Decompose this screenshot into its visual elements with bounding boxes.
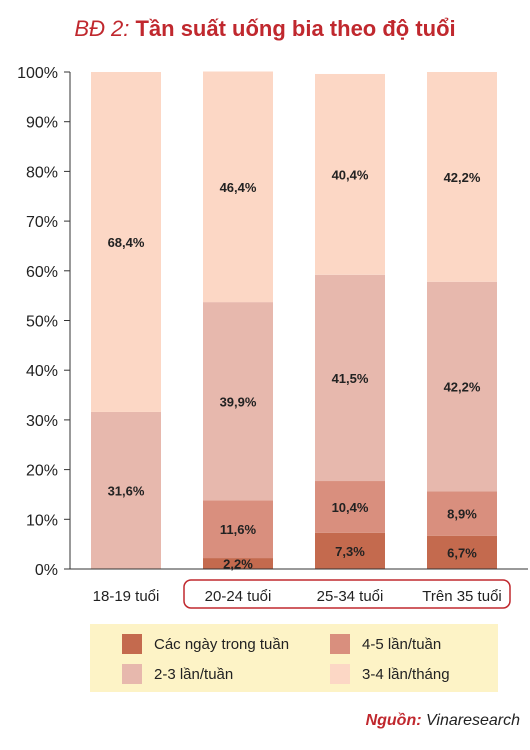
x-tick-label: 18-19 tuổi <box>93 588 160 605</box>
bar-segment <box>91 72 161 412</box>
data-label: 6,7% <box>447 545 477 560</box>
legend-item-2-3-per-week: 2-3 lần/tuần <box>122 664 233 684</box>
bar-segment <box>427 72 497 282</box>
chart-title: BĐ 2: Tần suất uống bia theo độ tuổi <box>0 16 530 42</box>
highlight-frame <box>183 579 511 609</box>
legend-item-4-5-per-week: 4-5 lần/tuần <box>330 634 441 654</box>
bar-segment <box>427 491 497 536</box>
data-label: 8,9% <box>447 507 477 522</box>
legend-swatch <box>330 634 350 654</box>
legend-label: 3-4 lần/tháng <box>362 665 450 683</box>
y-tick-label: 100% <box>17 65 58 82</box>
y-tick-label: 10% <box>26 512 58 529</box>
x-tick-label: 20-24 tuổi <box>205 588 272 605</box>
legend-label: Các ngày trong tuần <box>154 635 290 653</box>
data-label: 31,6% <box>108 483 145 498</box>
data-label: 42,2% <box>444 380 481 395</box>
stacked-bar-chart: 0% 10% 20% 30% 40% 50% 60% 70% 80% 90% 100% 31,6% 68… <box>17 65 528 609</box>
data-label: 42,2% <box>444 170 481 185</box>
chart-legend: Các ngày trong tuần 4-5 lần/tuần 2-3 lần… <box>90 624 498 692</box>
legend-swatch <box>122 634 142 654</box>
bar-segment <box>91 411 161 569</box>
y-tick-label: 40% <box>26 363 58 380</box>
data-label: 40,4% <box>332 167 369 182</box>
bar-segment <box>315 481 385 533</box>
bar-segment <box>203 71 273 303</box>
data-label: 2,2% <box>223 557 253 572</box>
chart-title-main: Tần suất uống bia theo độ tuổi <box>135 16 456 41</box>
data-label: 11,6% <box>220 522 257 537</box>
data-label: 68,4% <box>108 235 145 250</box>
legend-swatch <box>122 664 142 684</box>
bar-segment <box>203 500 273 559</box>
bar-segment <box>315 274 385 482</box>
bar-segment <box>315 532 385 569</box>
bar-segment <box>203 302 273 501</box>
y-tick-label: 50% <box>26 314 58 331</box>
data-label: 7,3% <box>335 544 365 559</box>
source-label: Nguồn: <box>365 712 422 729</box>
x-tick-label: 25-34 tuổi <box>317 588 384 605</box>
y-tick-label: 80% <box>26 164 58 181</box>
y-tick-label: 0% <box>35 562 58 579</box>
chart-title-prefix: BĐ 2: <box>74 16 130 41</box>
y-tick-label: 30% <box>26 413 58 430</box>
legend-item-3-4-per-month: 3-4 lần/tháng <box>330 664 450 684</box>
legend-swatch <box>330 664 350 684</box>
y-tick-label: 20% <box>26 463 58 480</box>
x-tick-label: Trên 35 tuổi <box>422 588 502 605</box>
y-tick-label: 90% <box>26 115 58 132</box>
bar-segment <box>203 558 273 569</box>
legend-label: 4-5 lần/tuần <box>362 635 442 653</box>
data-label: 39,9% <box>220 394 257 409</box>
data-label: 41,5% <box>332 371 369 386</box>
bar-segment <box>427 281 497 492</box>
source-note: Nguồn: Vinaresearch <box>366 712 520 730</box>
bar-segment <box>315 73 385 275</box>
data-label: 46,4% <box>220 180 257 195</box>
y-tick-label: 60% <box>26 264 58 281</box>
bar-segment <box>427 535 497 569</box>
legend-item-weekdays: Các ngày trong tuần <box>122 634 289 654</box>
legend-label: 2-3 lần/tuần <box>154 665 234 683</box>
data-label: 10,4% <box>332 500 369 515</box>
y-tick-label: 70% <box>26 214 58 231</box>
source-value: Vinaresearch <box>426 712 520 729</box>
